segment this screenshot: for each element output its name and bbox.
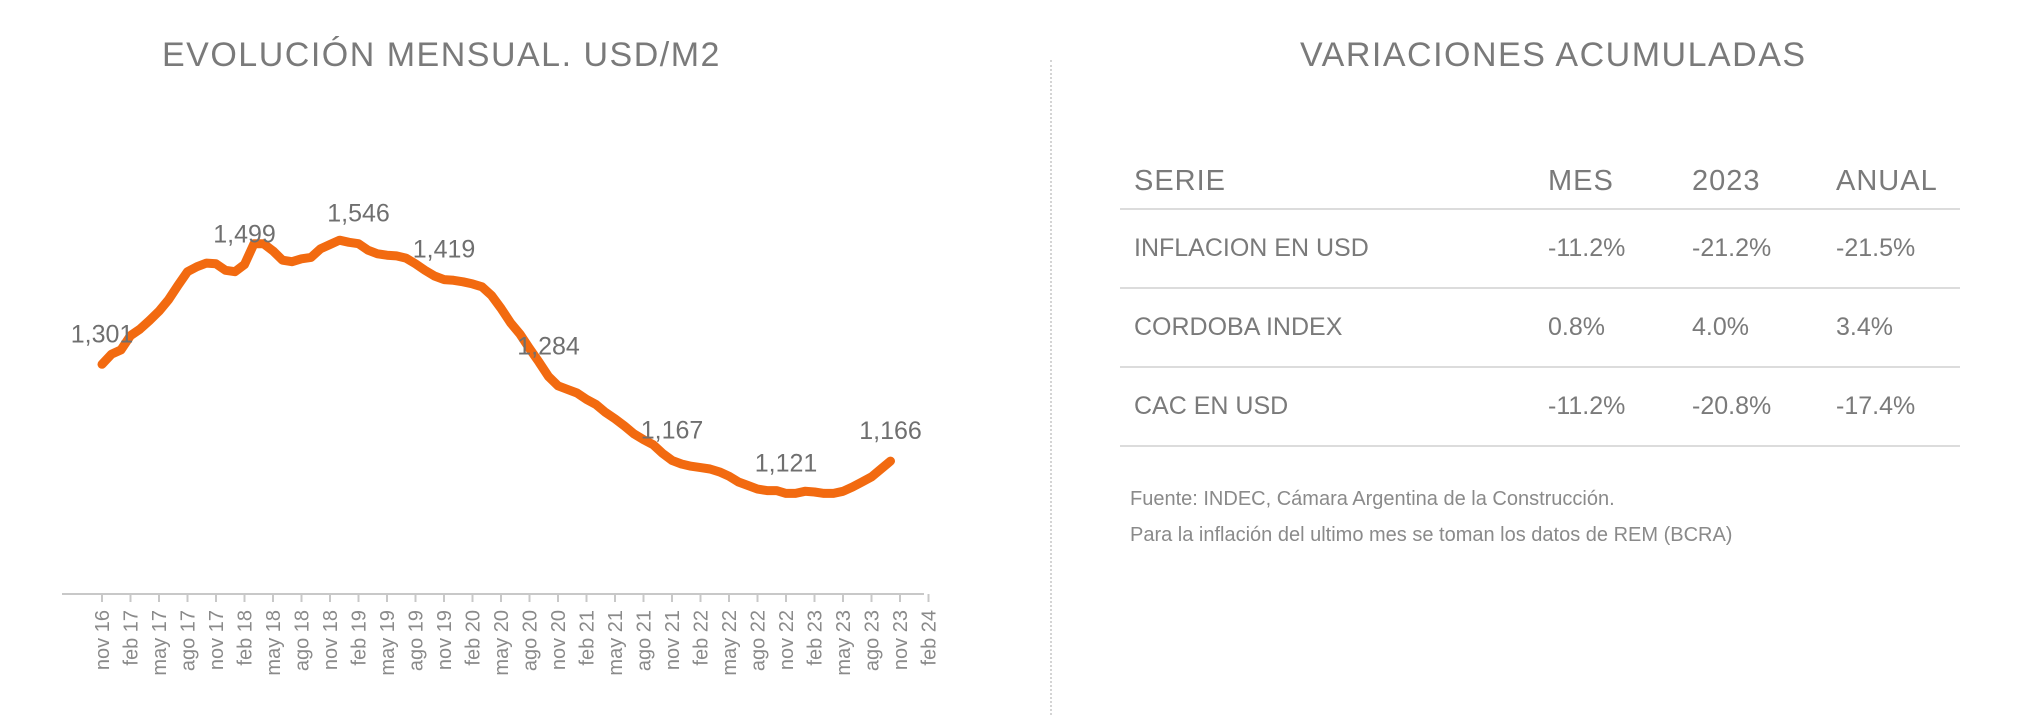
data-label: 1,121 — [755, 449, 818, 477]
data-label: 1,284 — [517, 332, 580, 360]
x-tick-label: may 20 — [491, 610, 513, 676]
table-title: VARIACIONES ACUMULADAS — [1300, 36, 1807, 74]
cell-anual: 3.4% — [1822, 288, 1960, 368]
x-tick-label: ago 18 — [292, 610, 314, 671]
x-tick-label: nov 18 — [320, 610, 342, 670]
cell-serie: CORDOBA INDEX — [1120, 288, 1534, 368]
methodology-note: Para la inflación del ultimo mes se toma… — [1130, 524, 1733, 546]
line-chart: nov 16 feb 17 may 17 ago 17 nov 17 feb 18 may … — [62, 200, 941, 676]
x-tick-label: may 17 — [149, 610, 171, 676]
cell-serie: CAC EN USD — [1120, 367, 1534, 447]
x-tick-label: nov 16 — [92, 610, 114, 670]
x-tick-label: feb 23 — [805, 610, 827, 666]
cell-serie: INFLACION EN USD — [1120, 209, 1534, 289]
x-tick-label: nov 19 — [434, 610, 456, 670]
x-tick-label: feb 17 — [121, 610, 143, 666]
x-tick-label: nov 23 — [890, 610, 912, 670]
x-tick-label: feb 22 — [691, 610, 713, 666]
data-label: 1,167 — [641, 416, 704, 444]
chart-title: EVOLUCIÓN MENSUAL. USD/M2 — [162, 36, 721, 74]
data-label: 1,301 — [71, 320, 134, 348]
x-tick-label: may 18 — [263, 610, 285, 676]
x-tick-label: feb 20 — [463, 610, 485, 666]
series-line — [97, 235, 895, 498]
data-label: 1,546 — [327, 200, 390, 228]
cell-mes: 0.8% — [1534, 288, 1678, 368]
x-tick-label: ago 20 — [520, 610, 542, 671]
variations-table: SERIE MES 2023 ANUAL INFLACION EN USD -1… — [1120, 132, 1960, 447]
x-tick-label: ago 23 — [862, 610, 884, 671]
cell-anual: -17.4% — [1822, 367, 1960, 447]
x-tick-label: ago 21 — [634, 610, 656, 671]
x-tick-label: may 23 — [833, 610, 855, 676]
cell-anual: -21.5% — [1822, 209, 1960, 289]
x-tick-label: ago 19 — [406, 610, 428, 671]
x-tick-label: feb 19 — [349, 610, 371, 666]
cell-2023: -20.8% — [1678, 367, 1822, 447]
x-tick-label: may 22 — [719, 610, 741, 676]
data-label: 1,419 — [413, 236, 476, 264]
source-note: Fuente: INDEC, Cámara Argentina de la Co… — [1130, 488, 1615, 510]
data-label: 1,499 — [213, 221, 276, 249]
cell-mes: -11.2% — [1534, 367, 1678, 447]
x-tick-label: feb 18 — [235, 610, 257, 666]
table-row: CAC EN USD -11.2% -20.8% -17.4% — [1120, 367, 1960, 447]
header-mes: MES — [1534, 132, 1678, 210]
cell-2023: 4.0% — [1678, 288, 1822, 368]
cell-mes: -11.2% — [1534, 209, 1678, 289]
x-tick-label: feb 24 — [919, 610, 941, 666]
x-tick-label: may 21 — [605, 610, 627, 676]
header-2023: 2023 — [1678, 132, 1822, 210]
x-tick-label: feb 21 — [577, 610, 599, 666]
x-tick-label: nov 21 — [662, 610, 684, 670]
x-tick-label: may 19 — [377, 610, 399, 676]
cell-2023: -21.2% — [1678, 209, 1822, 289]
data-label: 1,166 — [859, 417, 922, 445]
x-tick-label: nov 20 — [548, 610, 570, 670]
table-row: CORDOBA INDEX 0.8% 4.0% 3.4% — [1120, 288, 1960, 368]
x-tick-label: ago 22 — [748, 610, 770, 671]
table-row: INFLACION EN USD -11.2% -21.2% -21.5% — [1120, 209, 1960, 289]
x-tick-label: ago 17 — [178, 610, 200, 671]
table-header-row: SERIE MES 2023 ANUAL — [1120, 132, 1960, 210]
panel-divider — [1050, 60, 1052, 715]
x-tick-label: nov 17 — [206, 610, 228, 670]
header-anual: ANUAL — [1822, 132, 1960, 210]
x-tick-label: nov 22 — [776, 610, 798, 670]
header-serie: SERIE — [1120, 132, 1534, 210]
